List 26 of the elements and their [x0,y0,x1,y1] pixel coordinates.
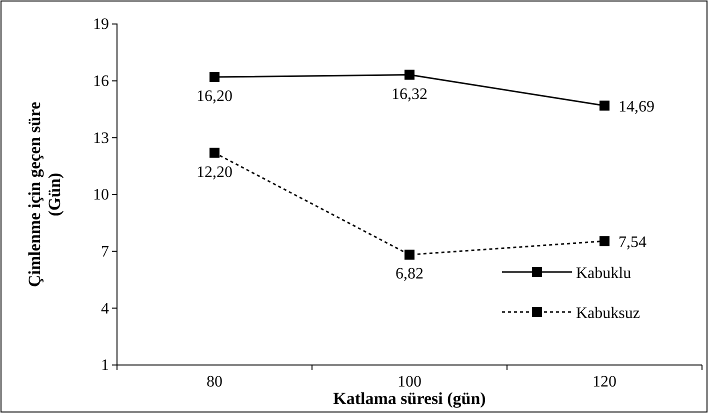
y-tick-label: 19 [93,16,109,34]
x-tick-label: 80 [206,373,222,390]
point [210,148,220,158]
data-label: 7,54 [618,234,646,252]
data-label: 12,20 [196,164,232,181]
y-tick-label: 16 [93,72,109,90]
data-label: 14,69 [618,98,654,116]
y-tick-label: 1 [101,357,109,374]
legend-label: Kabuklu [576,265,632,282]
point [210,72,220,82]
point [404,250,414,260]
data-label: 16,32 [392,86,428,103]
x-tick-label: 100 [398,373,422,390]
point [600,100,610,111]
x-axis-title: Katlama süresi (gün) [333,389,486,408]
legend-label: Kabuksuz [576,305,640,322]
point [600,236,610,246]
y-tick-label: 7 [101,243,109,260]
y-axis-title: Çimlenme için geçen süre (Gün) [25,101,64,288]
y-tick-label: 13 [93,130,109,147]
data-label: 6,82 [396,266,424,283]
point [404,70,414,80]
data-label: 16,20 [196,88,232,106]
y-tick-label: 4 [101,300,109,318]
y-tick-label: 10 [93,186,109,204]
x-tick-label: 120 [592,373,616,390]
